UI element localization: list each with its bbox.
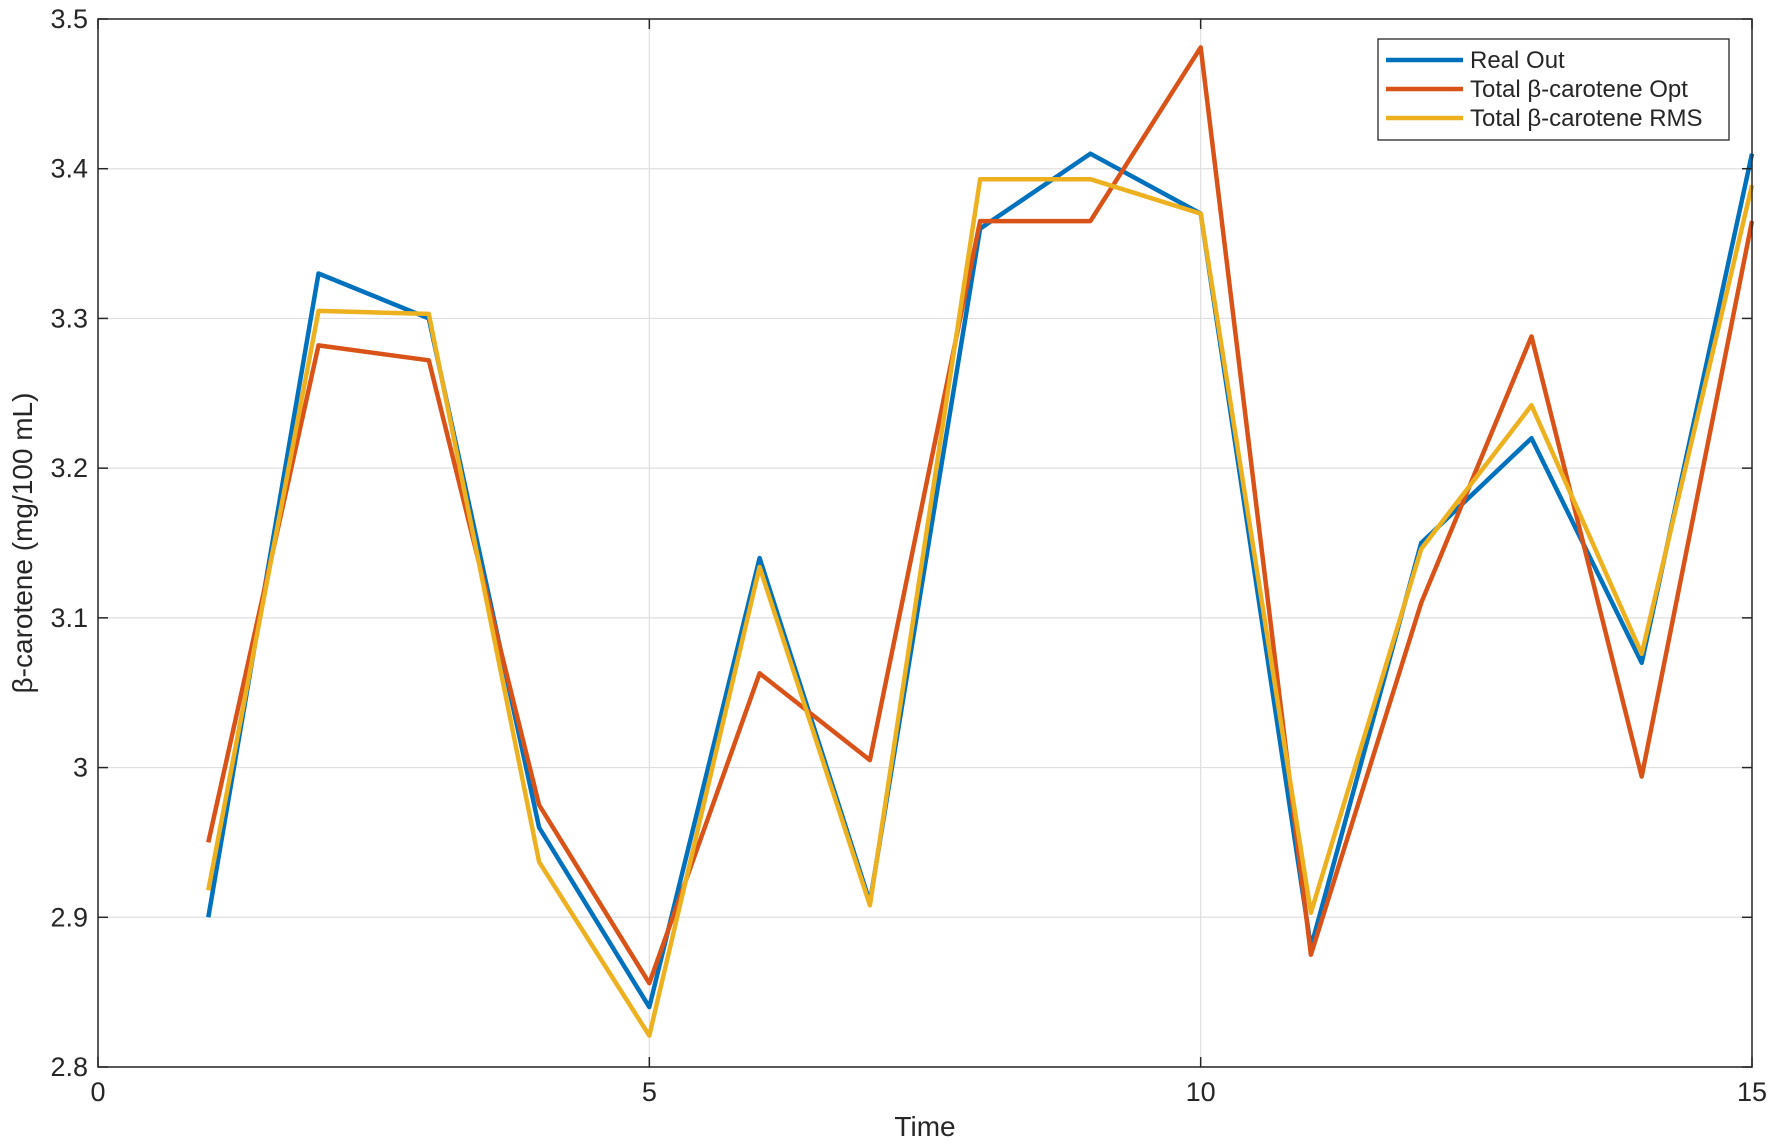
legend-label: Real Out [1470,47,1565,74]
x-tick-label: 10 [1186,1077,1216,1107]
legend-label: Total β-carotene Opt [1470,76,1688,103]
series-line-2 [206,45,1755,986]
plot-area-frame [97,18,1753,1068]
x-tick-label: 15 [1737,1077,1767,1107]
x-axis-title: Time [894,1111,955,1142]
series-line-3 [206,176,1755,1038]
y-tick-label: 2.8 [50,1052,88,1082]
y-tick-label: 3.5 [50,4,88,34]
legend-label: Total β-carotene RMS [1470,105,1703,132]
series-lines [206,45,1755,1038]
y-tick-label: 3.1 [50,603,88,633]
x-tick-label: 5 [642,1077,657,1107]
y-tick-label: 3.3 [50,303,88,333]
y-tick-label: 3.2 [50,453,88,483]
y-tick-label: 2.9 [50,902,88,932]
y-tick-label: 3.4 [50,154,88,184]
y-axis-title: β-carotene (mg/100 mL) [7,393,38,694]
axis-ticks: 0 5 10 15 2.8 2.9 3 3.1 3.2 3.3 3.4 3.5 [50,4,1767,1107]
gridlines [97,18,1753,1068]
x-tick-label: 0 [90,1077,105,1107]
y-tick-label: 3 [73,753,88,783]
